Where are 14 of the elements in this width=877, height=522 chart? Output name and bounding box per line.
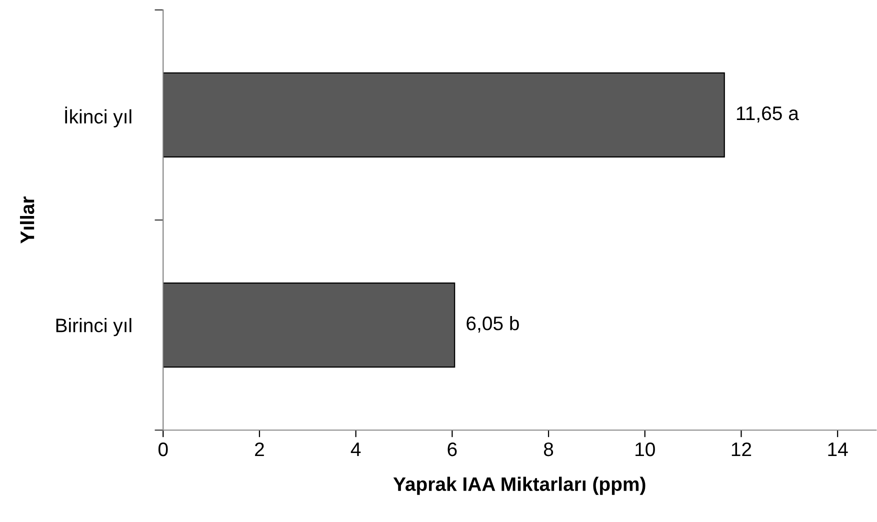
x-axis-title: Yaprak IAA Miktarları (ppm) [393, 476, 646, 495]
data-label: 11,65 a [736, 106, 799, 122]
x-tick-label: 4 [350, 442, 361, 456]
x-tick-label: 14 [828, 442, 848, 456]
x-tick-label: 6 [448, 442, 457, 456]
x-tick-label: 0 [158, 442, 168, 456]
x-tick-label: 2 [255, 442, 264, 456]
data-label: 6,05 b [466, 316, 519, 333]
y-tick-label: Birinci yıl [56, 318, 132, 336]
y-axis-title: Yıllar [20, 196, 34, 244]
x-tick-label: 12 [732, 442, 752, 456]
x-tick-label: 10 [636, 442, 655, 456]
x-tick-label: 8 [544, 442, 554, 456]
y-tick-label: İkinci yıl [65, 106, 132, 128]
